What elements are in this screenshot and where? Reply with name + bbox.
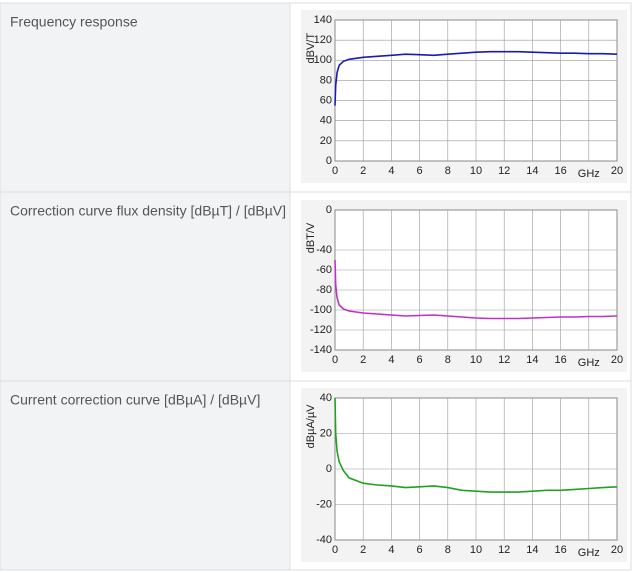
x-tick-label: 8 — [445, 165, 451, 177]
y-tick-label: 80 — [320, 74, 332, 86]
row-title: Current correction curve [dBµA] / [dBµV] — [10, 392, 260, 408]
x-tick-label: GHz — [578, 357, 600, 369]
y-axis-label: dBT/V — [305, 222, 317, 253]
y-tick-label: 0 — [326, 204, 332, 216]
x-tick-label: 10 — [470, 544, 482, 556]
y-tick-label: 20 — [320, 427, 332, 439]
x-tick-label: GHz — [578, 547, 600, 559]
x-tick-label: 2 — [360, 354, 366, 366]
y-axis-label: dBV/T — [305, 33, 317, 64]
x-tick-label: 20 — [611, 165, 623, 177]
x-tick-label: 6 — [417, 544, 423, 556]
y-tick-label: 140 — [314, 14, 332, 26]
y-tick-label: 0 — [326, 155, 332, 167]
x-tick-label: 16 — [554, 165, 566, 177]
y-tick-label: 60 — [320, 94, 332, 106]
y-tick-label: 120 — [314, 34, 332, 46]
data-line — [334, 397, 618, 493]
x-tick-label: 0 — [332, 354, 338, 366]
y-tick-label: 100 — [314, 54, 332, 66]
y-tick-label: -40 — [316, 244, 332, 256]
x-tick-label: 16 — [554, 354, 566, 366]
y-tick-label: -40 — [316, 534, 332, 546]
x-tick-label: 12 — [498, 165, 510, 177]
x-tick-label: 14 — [526, 544, 538, 556]
x-tick-label: 8 — [445, 354, 451, 366]
x-tick-label: 8 — [445, 544, 451, 556]
x-tick-label: 0 — [332, 544, 338, 556]
x-tick-label: 20 — [611, 544, 623, 556]
y-tick-label: -20 — [316, 498, 332, 510]
label-cell — [0, 380, 291, 571]
row-title: Frequency response — [10, 14, 138, 30]
x-tick-label: 4 — [388, 165, 394, 177]
x-tick-label: 2 — [360, 165, 366, 177]
y-tick-label: 40 — [320, 392, 332, 404]
label-cell — [0, 191, 291, 382]
data-line — [334, 259, 618, 320]
y-tick-label: -100 — [310, 304, 332, 316]
x-tick-label: 12 — [498, 544, 510, 556]
y-axis-label: dBµA/µV — [305, 404, 317, 449]
x-tick-label: 14 — [526, 354, 538, 366]
y-tick-label: -120 — [310, 324, 332, 336]
x-tick-label: 16 — [554, 544, 566, 556]
x-tick-label: 14 — [526, 165, 538, 177]
x-tick-label: GHz — [578, 168, 600, 180]
x-tick-label: 20 — [611, 354, 623, 366]
x-tick-label: 4 — [388, 544, 394, 556]
x-tick-label: 6 — [417, 165, 423, 177]
y-tick-label: 20 — [320, 135, 332, 147]
y-tick-label: 0 — [326, 463, 332, 475]
x-tick-label: 10 — [470, 354, 482, 366]
x-tick-label: 0 — [332, 165, 338, 177]
x-tick-label: 12 — [498, 354, 510, 366]
y-tick-label: -80 — [316, 284, 332, 296]
y-tick-label: -140 — [310, 344, 332, 356]
x-tick-label: 6 — [417, 354, 423, 366]
x-tick-label: 4 — [388, 354, 394, 366]
row-title: Correction curve flux density [dBµT] / [… — [10, 203, 286, 219]
x-tick-label: 2 — [360, 544, 366, 556]
data-line — [334, 50, 618, 106]
y-tick-label: 40 — [320, 115, 332, 127]
y-tick-label: -60 — [316, 264, 332, 276]
x-tick-label: 10 — [470, 165, 482, 177]
label-cell — [0, 2, 291, 193]
